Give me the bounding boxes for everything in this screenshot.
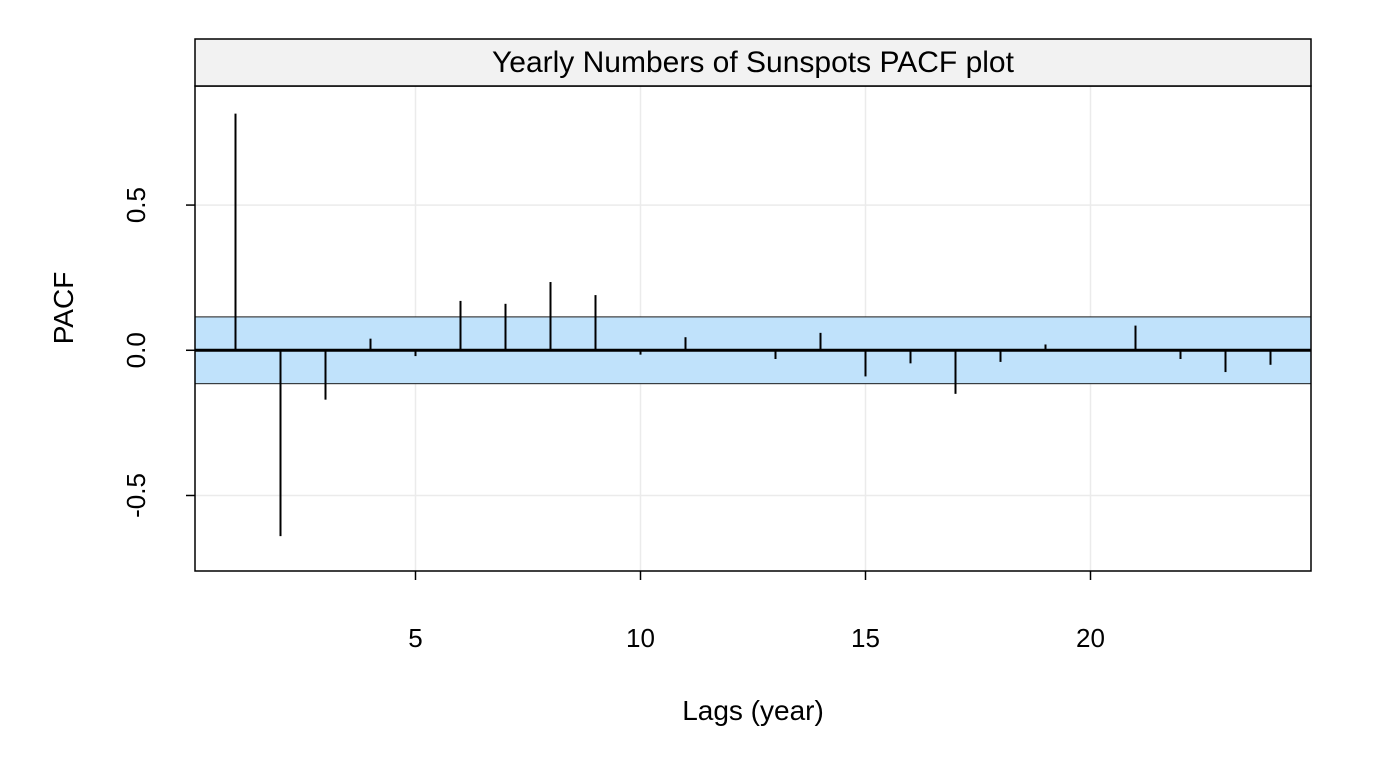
x-tick-label: 5	[408, 623, 422, 653]
pacf-bars	[234, 113, 1272, 537]
y-tick-label: 0.5	[121, 187, 151, 223]
x-tick-label: 20	[1076, 623, 1105, 653]
x-tick-label: 15	[851, 623, 880, 653]
y-tick-label: -0.5	[121, 473, 151, 518]
y-axis: -0.5 0.0 0.5	[121, 187, 195, 518]
chart-title: Yearly Numbers of Sunspots PACF plot	[492, 46, 1015, 79]
x-axis: 5 10 15 20	[408, 571, 1105, 653]
y-tick-label: 0.0	[121, 332, 151, 368]
x-axis-label: Lags (year)	[682, 695, 824, 726]
x-tick-label: 10	[626, 623, 655, 653]
title-strip	[194, 38, 1312, 87]
y-axis-label: PACF	[48, 272, 79, 345]
